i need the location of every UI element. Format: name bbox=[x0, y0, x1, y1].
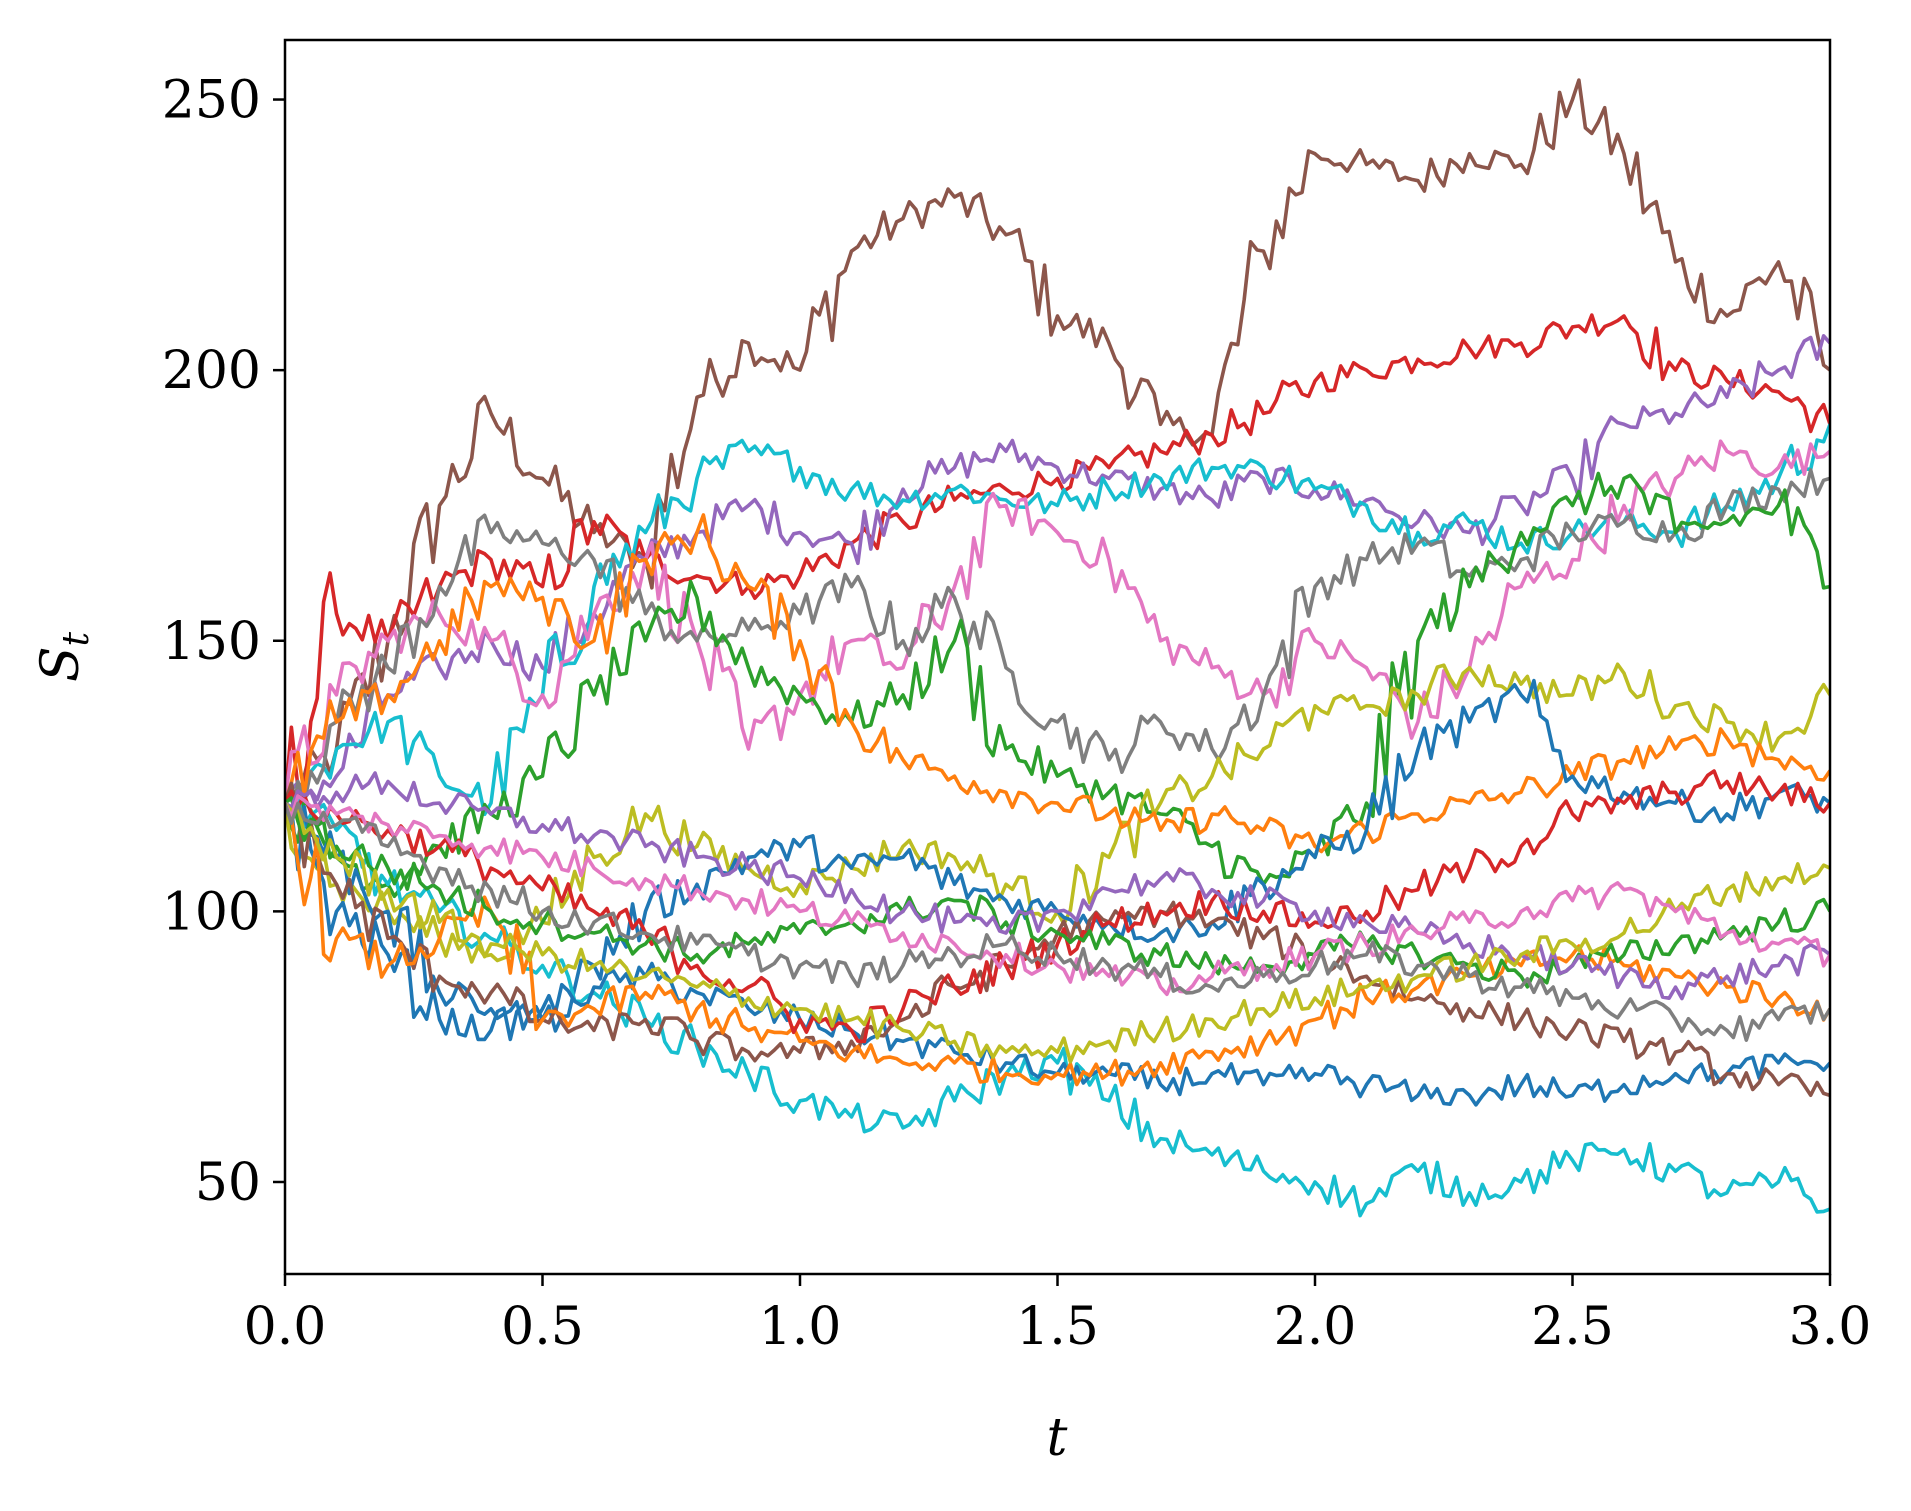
series-line-14 bbox=[285, 802, 1830, 1087]
x-axis: 0.0 0.5 1.0 1.5 2.0 2.5 3.0 bbox=[244, 1274, 1872, 1357]
x-tick-label: 2.0 bbox=[1274, 1297, 1357, 1357]
series-line-2 bbox=[285, 313, 1830, 804]
series-line-1 bbox=[285, 78, 1830, 804]
series-line-20 bbox=[285, 801, 1830, 1042]
y-axis-label: St bbox=[31, 631, 97, 682]
series-line-7 bbox=[285, 471, 1830, 899]
x-axis-label: t bbox=[1047, 1408, 1068, 1468]
x-tick-label: 0.0 bbox=[244, 1297, 327, 1357]
x-tick-label: 2.5 bbox=[1531, 1297, 1614, 1357]
y-tick-label: 50 bbox=[195, 1153, 261, 1213]
y-tick-label: 100 bbox=[162, 882, 261, 942]
series-line-6 bbox=[285, 468, 1830, 830]
series-line-5 bbox=[285, 439, 1830, 804]
x-tick-label: 3.0 bbox=[1789, 1297, 1872, 1357]
series-line-3 bbox=[285, 334, 1830, 804]
series-layer bbox=[285, 78, 1830, 1218]
x-tick-label: 1.0 bbox=[759, 1297, 842, 1357]
x-tick-label: 1.5 bbox=[1016, 1297, 1099, 1357]
series-line-19 bbox=[285, 794, 1830, 997]
y-axis-label-main: S bbox=[31, 646, 91, 682]
y-axis: 50 100 150 200 250 bbox=[162, 71, 285, 1213]
series-line-15 bbox=[285, 769, 1830, 1044]
y-tick-label: 150 bbox=[162, 612, 261, 672]
x-tick-label: 0.5 bbox=[501, 1297, 584, 1357]
series-line-11 bbox=[285, 794, 1830, 1218]
y-tick-label: 200 bbox=[162, 341, 261, 401]
y-axis-label-subscript: t bbox=[56, 631, 97, 646]
y-tick-label: 250 bbox=[162, 71, 261, 131]
series-line-17 bbox=[285, 771, 1830, 1001]
series-line-18 bbox=[285, 801, 1830, 1064]
